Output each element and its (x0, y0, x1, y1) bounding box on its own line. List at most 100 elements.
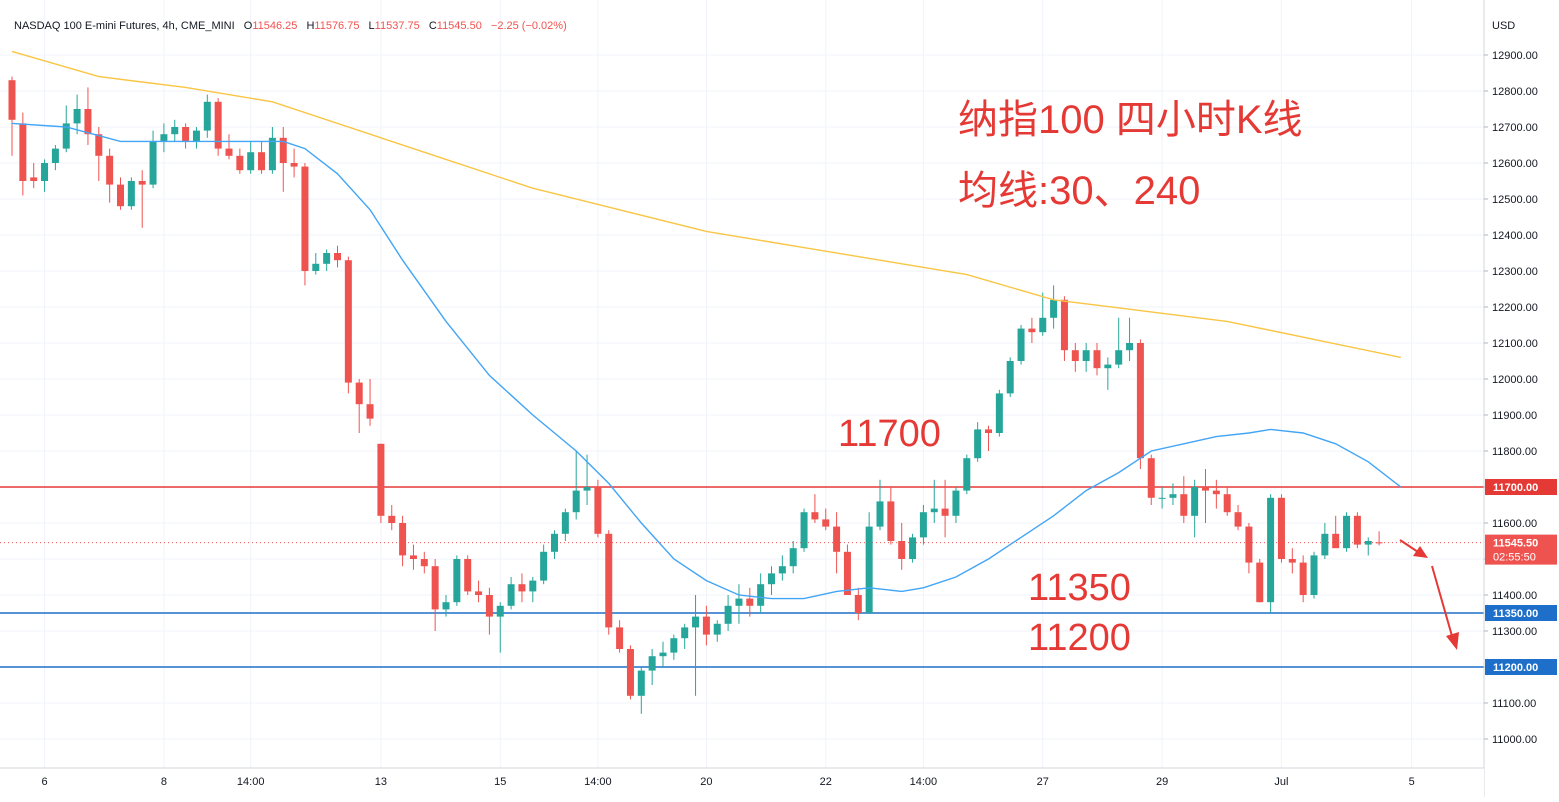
candle-body (475, 591, 483, 595)
candle-body (724, 605, 732, 624)
y-tick-label: 11100.00 (1492, 698, 1536, 710)
candle-body (203, 101, 211, 131)
grid-lines (0, 0, 1484, 768)
annotation-11350: 11350 (1028, 567, 1131, 609)
candle-body (334, 253, 341, 261)
candle-body (344, 260, 352, 383)
symbol-header: NASDAQ 100 E-mini Futures, 4h, CME_MINI … (14, 20, 567, 32)
annotations: 纳指100 四小时K线 均线:30、240 11700 11350 11200 (838, 98, 1303, 659)
candle-body (1093, 350, 1101, 369)
x-tick-label: 22 (820, 776, 832, 788)
candle-body (312, 263, 320, 271)
candle-body (919, 512, 927, 538)
candle-body (496, 605, 504, 617)
candle-body (73, 109, 81, 124)
candle-body (160, 134, 168, 142)
candle-body (1126, 343, 1134, 351)
candle-body (117, 184, 124, 207)
y-tick-label: 12100.00 (1492, 338, 1538, 350)
candle-body (1158, 497, 1166, 499)
candle-body (485, 595, 493, 617)
tag-11700-bg (1485, 479, 1557, 495)
tag-11200-text: 11200.00 (1493, 662, 1538, 674)
candle-body (51, 148, 59, 163)
candle-body (1277, 497, 1285, 559)
candle-body (540, 551, 548, 581)
forecast-arrows (1399, 539, 1459, 650)
candle-body (355, 382, 363, 405)
candle-body (800, 512, 808, 549)
arrow-segment-1 (1399, 539, 1419, 553)
candle-body (561, 512, 569, 534)
arrow-head-2 (1446, 632, 1459, 650)
candles (8, 76, 1383, 714)
candle-body (1169, 494, 1177, 498)
candle-body (518, 584, 526, 592)
candle-body (778, 566, 786, 574)
y-tick-label: 11400.00 (1492, 590, 1537, 602)
candle-body (171, 127, 179, 135)
candle-body (41, 163, 49, 181)
candle-body (670, 638, 678, 653)
close-value: 11545.50 (436, 20, 482, 32)
candle-body (182, 127, 190, 142)
y-tick-label: 11900.00 (1492, 410, 1537, 422)
candle-body (648, 656, 656, 671)
x-tick-label: 29 (1156, 776, 1168, 788)
candle-body (1180, 494, 1188, 516)
candle-body (106, 155, 114, 185)
candle-body (1115, 350, 1123, 365)
high-value: 11576.75 (314, 20, 360, 32)
x-tick-label: 5 (1409, 776, 1415, 788)
candle-body (399, 523, 407, 556)
high-label: H (306, 20, 315, 32)
candle-body (843, 551, 851, 595)
low-value: 11537.75 (374, 20, 420, 32)
symbol-title[interactable]: NASDAQ 100 E-mini Futures, 4h, CME_MINI (14, 20, 235, 32)
tag-11700-text: 11700.00 (1493, 482, 1538, 494)
candle-body (247, 152, 255, 171)
candle-body (746, 598, 754, 606)
y-tick-label: 12300.00 (1492, 266, 1538, 278)
price-tags: 11700.00 11350.00 11200.00 11545.50 02:55:50 (1485, 479, 1557, 675)
candle-body (995, 393, 1003, 433)
candle-body (833, 526, 841, 552)
candle-body (30, 177, 38, 181)
candle-body (702, 616, 710, 635)
candle-body (1104, 364, 1112, 369)
candle-body (1223, 494, 1231, 513)
y-tick-label: 12800.00 (1492, 86, 1538, 98)
candle-body (1082, 350, 1090, 361)
candle-body (19, 123, 27, 181)
ma30-line (11, 122, 1402, 600)
candle-body (1028, 328, 1036, 333)
arrow-head-1 (1413, 546, 1428, 558)
candle-body (1050, 299, 1058, 318)
candle-body (62, 123, 70, 149)
candle-body (930, 508, 938, 513)
candle-body (1267, 497, 1275, 603)
y-tick-label: 11300.00 (1492, 626, 1537, 638)
candle-body (811, 512, 819, 520)
candle-body (594, 487, 602, 534)
candle-body (1202, 487, 1209, 491)
candle-body (583, 487, 591, 491)
candle-body (1364, 541, 1372, 545)
candle-body (388, 515, 396, 523)
x-tick-label: 15 (494, 776, 506, 788)
close-label: C (428, 20, 437, 32)
low-label: L (368, 20, 375, 32)
candle-body (95, 134, 103, 156)
candle-body (985, 429, 992, 433)
annotation-title: 纳指100 四小时K线 (958, 98, 1303, 142)
candle-body (963, 458, 971, 491)
candle-body (659, 652, 667, 657)
candle-body (192, 130, 200, 142)
moving-averages (11, 50, 1402, 600)
candle-body (1147, 458, 1155, 498)
candle-body (974, 429, 982, 459)
candle-body (854, 595, 862, 613)
